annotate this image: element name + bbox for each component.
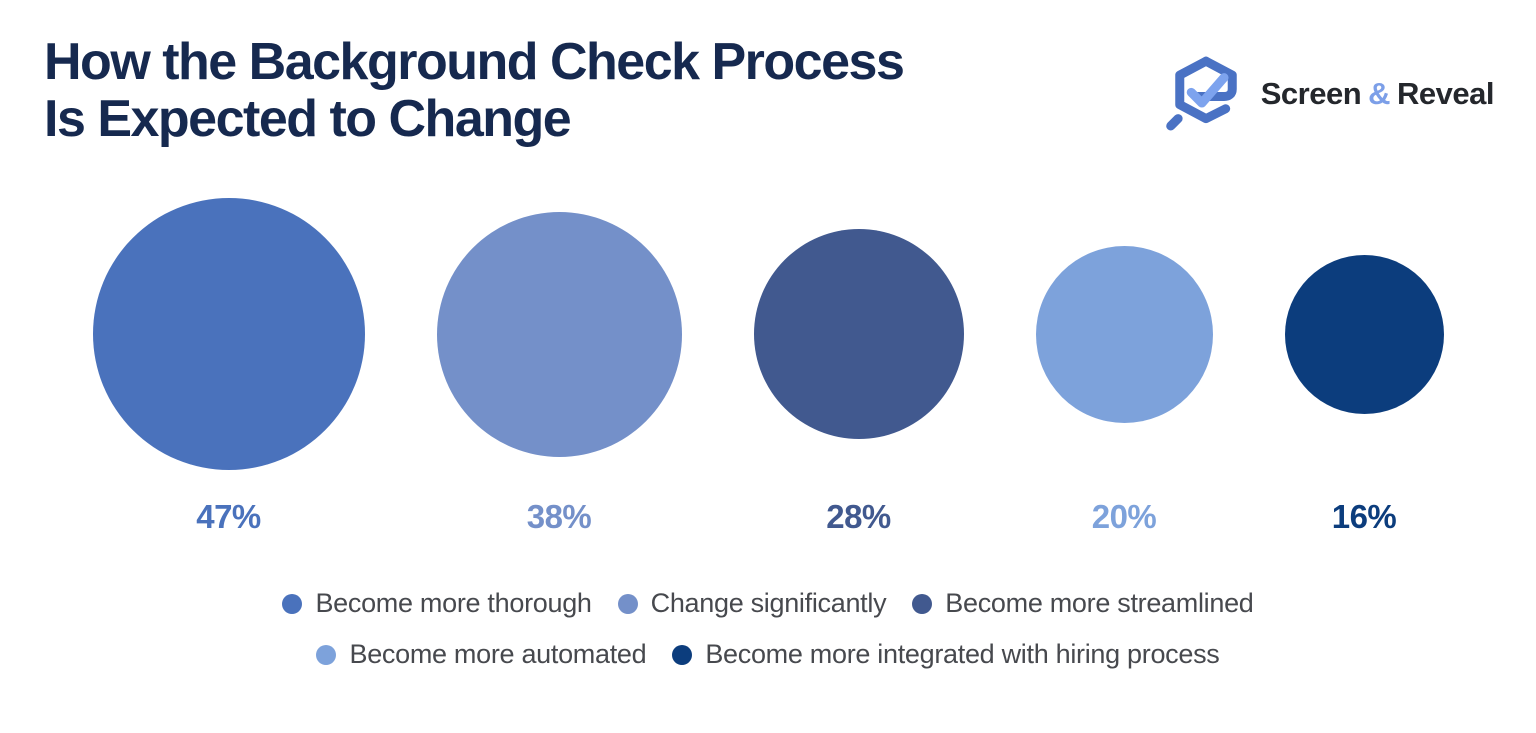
bubble-item: 16% xyxy=(1284,188,1444,536)
bubble-chart: 47% 38% 28% 20% 16% xyxy=(0,188,1536,536)
legend-label: Become more automated xyxy=(349,639,647,670)
bubble-value-label: 47% xyxy=(196,498,261,536)
page-title-line2: Is Expected to Change xyxy=(44,90,572,149)
bubble-circle xyxy=(1035,245,1213,423)
bubble-circle xyxy=(92,198,365,471)
page-title: How the Background Check Process Is Expe… xyxy=(44,33,1492,149)
bubble-circle-area xyxy=(1035,188,1213,480)
brand-logo: Screen & Reveal xyxy=(1165,52,1494,136)
brand-logo-text: Screen & Reveal xyxy=(1260,76,1495,112)
legend-item: Become more automated xyxy=(316,639,647,670)
bubble-value-label: 16% xyxy=(1331,498,1397,536)
header: How the Background Check Process Is Expe… xyxy=(0,0,1536,148)
bubble-circle-area xyxy=(436,188,682,480)
bubble-item: 38% xyxy=(436,188,682,536)
legend-item: Become more streamlined xyxy=(912,588,1254,619)
legend-label: Change significantly xyxy=(650,588,887,619)
bubble-value-label: 38% xyxy=(526,498,592,536)
legend-dot-icon xyxy=(672,644,693,665)
bubble-circle-area xyxy=(753,188,964,480)
legend-dot-icon xyxy=(912,593,933,614)
legend-dot-icon xyxy=(282,593,303,614)
bubble-circle xyxy=(436,211,682,457)
screen-reveal-logo-icon xyxy=(1165,56,1237,131)
legend-row: Become more thorough Change significantly… xyxy=(282,588,1254,619)
brand-word-reveal: Reveal xyxy=(1397,76,1494,111)
bubble-value-label: 20% xyxy=(1091,498,1157,536)
legend-item: Become more integrated with hiring proce… xyxy=(672,639,1220,670)
bubble-item: 28% xyxy=(753,188,964,536)
bubble-item: 20% xyxy=(1035,188,1213,536)
bubble-circle-area xyxy=(1284,188,1444,480)
bubble-circle xyxy=(753,229,964,440)
legend-dot-icon xyxy=(617,593,638,614)
bubble-circle xyxy=(1284,254,1444,414)
brand-ampersand: & xyxy=(1368,76,1391,111)
bubble-circle-area xyxy=(92,188,365,480)
legend-label: Become more thorough xyxy=(315,588,592,619)
chart-legend: Become more thorough Change significantly… xyxy=(0,588,1536,670)
brand-word-screen: Screen xyxy=(1260,76,1362,111)
page-title-line1: How the Background Check Process xyxy=(44,33,905,91)
legend-label: Become more streamlined xyxy=(945,588,1254,619)
bubble-value-label: 28% xyxy=(826,498,891,536)
legend-item: Change significantly xyxy=(617,588,887,619)
legend-label: Become more integrated with hiring proce… xyxy=(705,639,1220,670)
bubble-item: 47% xyxy=(92,188,365,536)
legend-item: Become more thorough xyxy=(282,588,592,619)
legend-row: Become more automated Become more integra… xyxy=(316,639,1220,670)
legend-dot-icon xyxy=(316,644,337,665)
